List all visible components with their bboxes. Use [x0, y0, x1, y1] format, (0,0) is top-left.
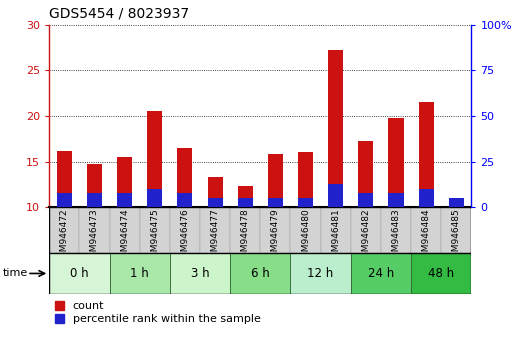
Bar — [230, 207, 260, 253]
Text: GSM946477: GSM946477 — [210, 209, 220, 263]
Text: GSM946478: GSM946478 — [241, 209, 250, 263]
Bar — [328, 184, 343, 207]
Bar — [388, 118, 404, 207]
Bar — [79, 207, 109, 253]
Bar — [351, 207, 381, 253]
Bar — [238, 198, 253, 207]
Text: 0 h: 0 h — [70, 267, 89, 280]
Bar — [230, 253, 291, 294]
Bar — [321, 207, 351, 253]
Bar — [208, 198, 223, 207]
Bar — [419, 189, 434, 207]
Text: 1 h: 1 h — [131, 267, 149, 280]
Text: GSM946474: GSM946474 — [120, 209, 129, 263]
Text: GSM946483: GSM946483 — [392, 209, 400, 263]
Bar — [381, 207, 411, 253]
Bar — [268, 198, 283, 207]
Text: 6 h: 6 h — [251, 267, 270, 280]
Text: 12 h: 12 h — [308, 267, 334, 280]
Text: time: time — [3, 268, 28, 279]
Bar — [328, 50, 343, 207]
Bar — [208, 177, 223, 207]
Bar — [449, 198, 464, 207]
Bar — [140, 207, 170, 253]
Bar — [441, 207, 471, 253]
Bar — [147, 189, 162, 207]
Bar — [298, 198, 313, 207]
Text: GSM946485: GSM946485 — [452, 209, 461, 263]
Bar — [57, 150, 72, 207]
Text: 48 h: 48 h — [428, 267, 454, 280]
Bar — [200, 207, 230, 253]
Text: GSM946473: GSM946473 — [90, 209, 99, 263]
Text: GSM946475: GSM946475 — [150, 209, 159, 263]
Bar — [170, 207, 200, 253]
Bar — [117, 157, 132, 207]
Bar — [291, 253, 351, 294]
Bar — [411, 253, 471, 294]
Text: GSM946484: GSM946484 — [422, 209, 430, 263]
Text: GSM946481: GSM946481 — [331, 209, 340, 263]
Bar — [298, 152, 313, 207]
Bar — [291, 207, 321, 253]
Bar — [358, 193, 373, 207]
Text: GSM946476: GSM946476 — [180, 209, 190, 263]
Text: GDS5454 / 8023937: GDS5454 / 8023937 — [49, 7, 190, 21]
Text: 3 h: 3 h — [191, 267, 209, 280]
Bar — [449, 198, 464, 207]
Bar — [87, 193, 102, 207]
Text: GSM946479: GSM946479 — [271, 209, 280, 263]
Legend: count, percentile rank within the sample: count, percentile rank within the sample — [55, 301, 261, 324]
Bar — [109, 253, 170, 294]
Bar — [49, 253, 109, 294]
Bar — [268, 154, 283, 207]
Bar — [411, 207, 441, 253]
Bar — [388, 193, 404, 207]
Bar — [260, 207, 291, 253]
Bar — [57, 193, 72, 207]
Bar — [147, 112, 162, 207]
Bar — [177, 193, 193, 207]
Bar — [49, 207, 79, 253]
Bar — [419, 102, 434, 207]
Bar — [87, 164, 102, 207]
Bar — [177, 148, 193, 207]
Text: GSM946472: GSM946472 — [60, 209, 69, 263]
Bar — [117, 193, 132, 207]
Bar — [238, 186, 253, 207]
Bar — [170, 253, 230, 294]
Text: GSM946482: GSM946482 — [362, 209, 370, 263]
Bar — [358, 142, 373, 207]
Text: 24 h: 24 h — [368, 267, 394, 280]
Text: GSM946480: GSM946480 — [301, 209, 310, 263]
Bar — [351, 253, 411, 294]
Bar — [109, 207, 140, 253]
